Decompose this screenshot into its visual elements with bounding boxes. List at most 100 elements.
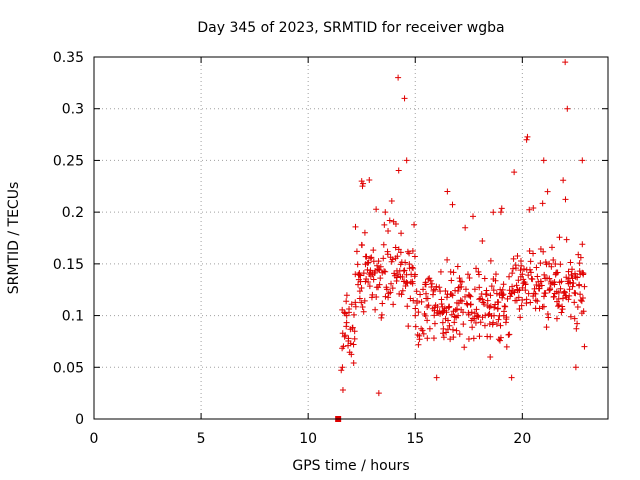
data-point [469, 324, 476, 331]
data-point [365, 259, 372, 266]
data-point [534, 273, 541, 280]
data-point [375, 390, 382, 397]
data-point [352, 303, 359, 310]
data-point [425, 302, 432, 309]
data-point [548, 244, 555, 251]
data-point [444, 188, 451, 195]
data-point [360, 180, 367, 187]
data-point [394, 253, 401, 260]
x-tick-label: 0 [90, 431, 99, 447]
data-point [485, 311, 492, 318]
data-point [388, 197, 395, 204]
data-point [457, 297, 464, 304]
data-point [358, 178, 365, 185]
data-point [350, 311, 357, 318]
data-point [577, 291, 584, 298]
data-point [511, 169, 518, 176]
data-point [495, 316, 502, 323]
data-point [401, 267, 408, 274]
data-point [573, 325, 580, 332]
data-point [419, 327, 426, 334]
data-point [516, 306, 523, 313]
data-point [546, 275, 553, 282]
data-point [490, 319, 497, 326]
data-point [352, 223, 359, 230]
data-point [355, 281, 362, 288]
data-point [422, 281, 429, 288]
y-tick-label: 0.3 [62, 102, 84, 118]
data-point [529, 276, 536, 283]
data-point [569, 283, 576, 290]
data-point [466, 292, 473, 299]
data-point [460, 309, 467, 316]
data-point [382, 293, 389, 300]
data-point [514, 253, 521, 260]
data-point [577, 254, 584, 261]
data-point [447, 336, 454, 343]
data-point [470, 213, 477, 220]
data-point [363, 276, 370, 283]
data-point [375, 258, 382, 265]
x-tick-label: 15 [406, 431, 424, 447]
data-point [415, 341, 422, 348]
data-point [359, 304, 366, 311]
data-point [470, 335, 477, 342]
data-point [581, 283, 588, 290]
data-point [381, 221, 388, 228]
data-point [530, 250, 537, 257]
data-point [416, 336, 423, 343]
data-point [491, 312, 498, 319]
data-point [428, 284, 435, 291]
data-point [454, 305, 461, 312]
data-point [481, 275, 488, 282]
data-point [477, 319, 484, 326]
data-point [559, 295, 566, 302]
data-point [501, 303, 508, 310]
data-point [343, 298, 350, 305]
data-point [465, 309, 472, 316]
data-point [440, 334, 447, 341]
data-point [558, 278, 565, 285]
x-tick-label: 5 [197, 431, 206, 447]
data-point [451, 313, 458, 320]
data-point [345, 309, 352, 316]
data-point [509, 265, 516, 272]
data-point [351, 335, 358, 342]
data-point [572, 290, 579, 297]
data-point [498, 205, 505, 212]
data-point [373, 293, 380, 300]
axis-ticks: 0 0.05 0.1 0.15 0.2 0.25 0.3 0.35 0 5 10 15 20 [53, 50, 608, 447]
data-point [532, 290, 539, 297]
data-point [541, 271, 548, 278]
data-point [481, 322, 488, 329]
data-point [571, 315, 578, 322]
data-point [539, 200, 546, 207]
data-point [377, 263, 384, 270]
data-point [479, 238, 486, 245]
data-point [395, 167, 402, 174]
data-point [392, 221, 399, 228]
data-point [496, 337, 503, 344]
data-point [580, 270, 587, 277]
data-point [580, 308, 587, 315]
data-point [347, 340, 354, 347]
data-point [569, 275, 576, 282]
data-point [566, 286, 573, 293]
data-point [509, 283, 516, 290]
data-point [358, 241, 365, 248]
data-point [443, 294, 450, 301]
data-point [439, 303, 446, 310]
data-point [462, 286, 469, 293]
data-point [450, 269, 457, 276]
data-point [340, 343, 347, 350]
data-point [348, 301, 355, 308]
data-point [427, 277, 434, 284]
data-point [493, 321, 500, 328]
data-point [563, 274, 570, 281]
data-point [349, 324, 356, 331]
data-point [519, 296, 526, 303]
data-point [554, 269, 561, 276]
data-point [436, 284, 443, 291]
data-point [557, 285, 564, 292]
